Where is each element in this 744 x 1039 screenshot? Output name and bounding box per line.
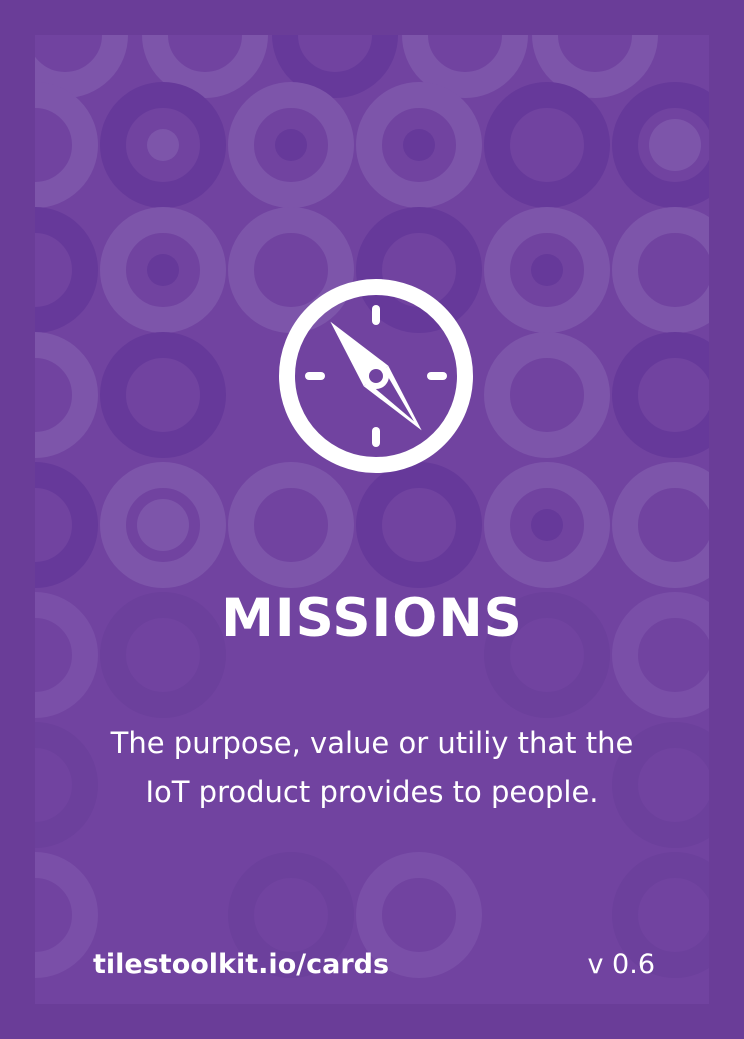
description-line: The purpose, value or utiliy that the	[110, 726, 634, 760]
tile-card: MISSIONS The purpose, value or utiliy th…	[35, 35, 709, 1004]
card-description: The purpose, value or utiliy that the Io…	[75, 719, 669, 817]
compass-icon	[279, 279, 473, 473]
card-title: MISSIONS	[221, 588, 523, 649]
circle-pattern-background	[35, 35, 709, 978]
footer-url: tilestoolkit.io/cards	[93, 949, 390, 980]
description-line: IoT product provides to people.	[145, 775, 599, 809]
footer-version: v 0.6	[587, 949, 656, 980]
